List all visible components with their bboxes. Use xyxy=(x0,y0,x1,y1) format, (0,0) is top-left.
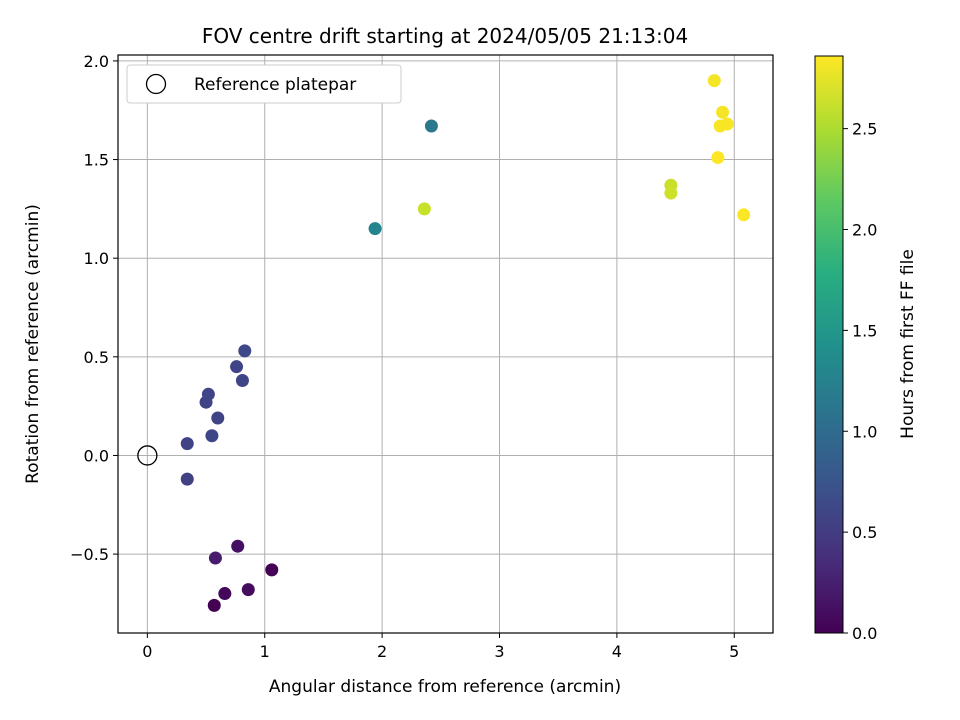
data-point-5 xyxy=(208,551,222,565)
data-point-3 xyxy=(265,563,279,577)
x-tick-label-5: 5 xyxy=(729,642,739,661)
y-axis-label: Rotation from reference (arcmin) xyxy=(23,204,43,484)
data-point-9 xyxy=(211,411,225,425)
y-tick-label-3: 1.0 xyxy=(84,249,109,268)
y-tick-label-5: 2.0 xyxy=(84,52,109,71)
data-point-14 xyxy=(238,344,252,358)
data-point-2 xyxy=(241,583,255,597)
data-point-16 xyxy=(424,119,438,133)
data-point-0 xyxy=(207,598,221,612)
x-tick-label-4: 4 xyxy=(612,642,622,661)
x-axis-label: Angular distance from reference (arcmin) xyxy=(269,677,621,697)
reference-point xyxy=(137,445,158,466)
data-points xyxy=(180,74,751,612)
plot-area-frame xyxy=(117,54,774,634)
legend-box xyxy=(126,64,402,104)
data-point-25 xyxy=(737,208,751,222)
data-point-6 xyxy=(180,472,194,486)
legend: Reference platepar xyxy=(126,64,402,104)
x-tick-label-3: 3 xyxy=(494,642,504,661)
colorbar-tick-label-5: 2.5 xyxy=(852,120,877,139)
data-point-23 xyxy=(720,117,734,131)
x-tick-label-1: 1 xyxy=(260,642,270,661)
colorbar-gradient xyxy=(814,55,844,634)
data-point-12 xyxy=(235,373,249,387)
y-tick-label-2: 0.5 xyxy=(84,348,109,367)
y-axis-ticks: −0.5 0.0 0.5 1.0 1.5 2.0 xyxy=(70,52,118,564)
data-point-17 xyxy=(417,202,431,216)
data-point-1 xyxy=(218,587,232,601)
legend-label: Reference platepar xyxy=(194,75,356,95)
data-point-13 xyxy=(230,360,244,374)
colorbar: 0.0 0.5 1.0 1.5 2.0 2.5 Hours from first FF f… xyxy=(814,55,918,643)
colorbar-tick-label-1: 0.5 xyxy=(852,523,877,542)
y-tick-label-1: 0.0 xyxy=(84,446,109,465)
grid-lines xyxy=(118,55,773,633)
legend-marker-open-circle xyxy=(145,73,167,95)
y-tick-label-4: 1.5 xyxy=(84,151,109,170)
data-point-11 xyxy=(201,387,215,401)
data-point-4 xyxy=(231,539,245,553)
colorbar-tick-label-0: 0.0 xyxy=(852,624,877,643)
colorbar-tick-label-2: 1.0 xyxy=(852,422,877,441)
colorbar-ticks: 0.0 0.5 1.0 1.5 2.0 2.5 xyxy=(843,120,877,643)
data-point-21 xyxy=(716,105,730,119)
x-tick-label-0: 0 xyxy=(142,642,152,661)
data-point-15 xyxy=(368,222,382,236)
colorbar-label: Hours from first FF file xyxy=(898,249,918,439)
colorbar-tick-label-3: 1.5 xyxy=(852,321,877,340)
data-point-24 xyxy=(711,151,725,165)
x-tick-label-2: 2 xyxy=(377,642,387,661)
colorbar-tick-label-4: 2.0 xyxy=(852,221,877,240)
data-point-20 xyxy=(707,74,721,88)
x-axis-ticks: 0 1 2 3 4 5 xyxy=(142,633,739,661)
chart-title: FOV centre drift starting at 2024/05/05 … xyxy=(202,24,688,48)
data-point-19 xyxy=(664,186,678,200)
reference-marker xyxy=(137,445,158,466)
data-point-7 xyxy=(180,437,194,451)
data-point-8 xyxy=(205,429,219,443)
y-tick-label-0: −0.5 xyxy=(70,545,109,564)
